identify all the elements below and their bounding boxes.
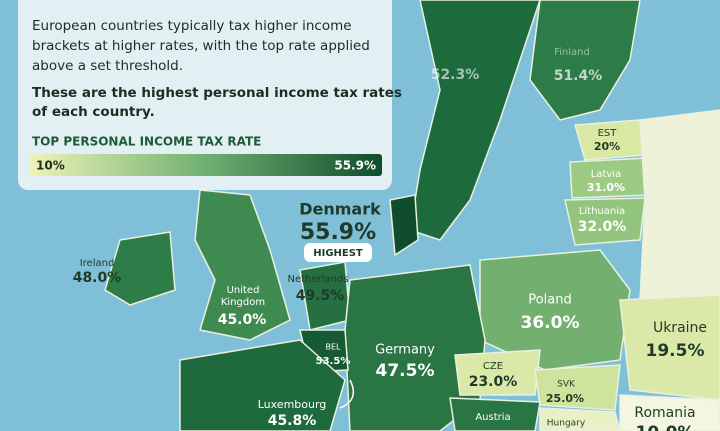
country-name: EST (598, 128, 618, 139)
rate: 36.0% (521, 313, 580, 333)
rate: 53.5% (316, 356, 351, 367)
country-name: Lithuania (579, 206, 625, 217)
country-name: Germany (375, 343, 435, 358)
rate: 51.4% (554, 68, 603, 84)
rate: 47.5% (376, 361, 435, 381)
rate: 55.9% (300, 220, 376, 245)
east-shape (639, 109, 720, 301)
badge-bg (304, 243, 372, 262)
uk-shape (194, 189, 291, 341)
rate: 10.0% (636, 423, 695, 431)
czechia-shape (454, 349, 541, 396)
rate: 31.0% (587, 181, 625, 194)
legend-gradient (30, 154, 382, 176)
country-name: Luxembourg (258, 398, 327, 411)
rate: 20% (594, 140, 620, 153)
rate: 45.0% (218, 312, 267, 328)
pointer-arrow (339, 379, 355, 409)
country-name: SVK (557, 380, 576, 390)
rate: 19.5% (646, 341, 705, 361)
rate: 45.8% (268, 413, 317, 429)
country-name: Denmark (299, 200, 381, 219)
legend-box (18, 0, 392, 190)
intro-line: European countries typically tax higher … (32, 18, 352, 34)
rate: 48.0% (73, 270, 122, 286)
country-name: Ireland (80, 258, 115, 269)
intro-line: above a set threshold. (32, 58, 183, 74)
legend-max: 55.9% (334, 159, 376, 173)
denmark-shape (389, 194, 419, 257)
land (104, 0, 720, 431)
country-name: Poland (528, 293, 571, 308)
country-name: Latvia (591, 169, 621, 180)
country-name: Austria (475, 412, 510, 423)
country-name: Ukraine (653, 320, 707, 336)
intro-line: brackets at higher rates, with the top r… (32, 38, 370, 54)
rate: 25.0% (546, 392, 584, 405)
ukraine-shape (619, 294, 720, 401)
emphasis-line: These are the highest personal income ta… (32, 85, 402, 101)
country-name: Finland (554, 47, 590, 58)
country-name: BEL (326, 343, 342, 352)
badge: HIGHEST (313, 248, 363, 259)
sweden-shape (409, 0, 541, 241)
rate: 49.5% (296, 288, 345, 304)
austria-shape (449, 397, 541, 431)
finland-shape (529, 0, 641, 121)
hungary-shape (539, 407, 621, 431)
france-shape (179, 339, 346, 431)
country-name: United (227, 285, 260, 296)
lithuania-shape (564, 197, 646, 246)
legend-title: TOP PERSONAL INCOME TAX RATE (32, 135, 261, 149)
emphasis-line: of each country. (32, 104, 155, 120)
rate: 52.3% (431, 67, 480, 83)
country-name: Hungary (547, 419, 586, 429)
romania-shape (619, 394, 720, 431)
rate: 32.0% (578, 219, 627, 235)
country-name: CZE (483, 361, 503, 372)
slovakia-shape (534, 364, 621, 411)
country-name: Netherlands (288, 274, 349, 285)
ireland-shape (104, 231, 176, 306)
rate: 23.0% (469, 374, 518, 390)
country-name: Romania (634, 405, 695, 421)
legend-min: 10% (36, 159, 65, 173)
country-name: Kingdom (221, 297, 265, 308)
